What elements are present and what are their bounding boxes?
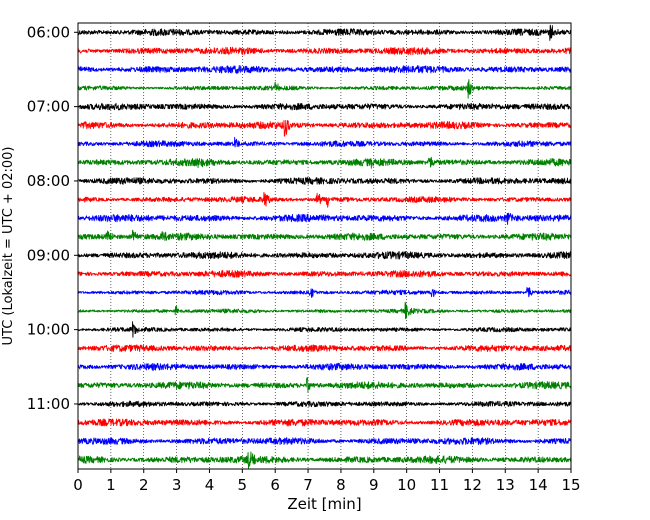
x-grid [110, 23, 539, 469]
x-tick-label: 8 [336, 476, 346, 494]
x-tick-label: 4 [205, 476, 215, 494]
x-tick-label: 7 [303, 476, 313, 494]
trace-1045 [77, 377, 572, 393]
trace-1015 [77, 344, 572, 353]
trace-0830 [77, 212, 572, 225]
trace-1100 [77, 400, 572, 408]
x-tick-label: 12 [463, 476, 482, 494]
trace-1030 [77, 362, 572, 371]
y-axis: 06:00 07:00 08:00 09:00 10:00 11:00 [27, 23, 78, 413]
x-tick-label: 13 [496, 476, 515, 494]
y-tick-label: 06:00 [27, 23, 70, 41]
x-tick-label: 14 [529, 476, 548, 494]
x-tick-label: 11 [430, 476, 449, 494]
trace-0630 [77, 65, 572, 74]
x-axis: 0 1 2 3 4 5 6 7 8 9 10 11 12 13 14 15 [73, 469, 581, 494]
traces [77, 24, 572, 469]
plot-frame [77, 22, 572, 470]
x-tick-label: 2 [139, 476, 149, 494]
y-tick-label: 11:00 [27, 395, 70, 413]
x-tick-label: 0 [73, 476, 83, 494]
y-tick-label: 08:00 [27, 172, 70, 190]
x-tick-label: 10 [397, 476, 416, 494]
x-tick-label: 3 [172, 476, 182, 494]
x-tick-label: 6 [270, 476, 280, 494]
trace-0730 [77, 136, 572, 148]
y-tick-label: 10:00 [27, 321, 70, 339]
trace-0945 [77, 301, 572, 320]
y-axis-label: UTC (Lokalzeit = UTC + 02:00) [1, 147, 16, 346]
trace-1115 [77, 418, 572, 427]
trace-0900 [77, 251, 572, 260]
trace-0700 [77, 102, 572, 111]
trace-1000 [77, 321, 572, 338]
trace-0845 [77, 229, 572, 242]
trace-0930 [77, 287, 572, 298]
trace-0600 [77, 24, 572, 41]
y-tick-label: 07:00 [27, 98, 70, 116]
trace-0800 [77, 177, 572, 185]
trace-1145 [77, 451, 572, 469]
trace-0615 [77, 46, 572, 56]
trace-0815 [77, 191, 572, 208]
trace-0745 [77, 156, 572, 169]
x-axis-label: Zeit [min] [287, 495, 361, 513]
x-tick-label: 1 [106, 476, 116, 494]
trace-0715 [77, 120, 572, 137]
x-tick-label: 5 [238, 476, 248, 494]
trace-0645 [77, 79, 572, 99]
y-tick-label: 09:00 [27, 246, 70, 264]
trace-0915 [77, 269, 572, 278]
x-tick-label: 15 [561, 476, 580, 494]
trace-1130 [77, 437, 572, 445]
x-tick-label: 9 [369, 476, 379, 494]
